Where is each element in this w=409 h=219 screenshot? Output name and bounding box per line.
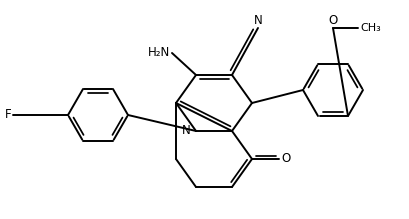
Text: F: F (4, 108, 11, 122)
Text: H₂N: H₂N (148, 46, 170, 60)
Text: O: O (328, 14, 337, 27)
Text: N: N (182, 124, 191, 138)
Text: N: N (254, 14, 263, 27)
Text: O: O (281, 152, 290, 166)
Text: CH₃: CH₃ (360, 23, 381, 33)
